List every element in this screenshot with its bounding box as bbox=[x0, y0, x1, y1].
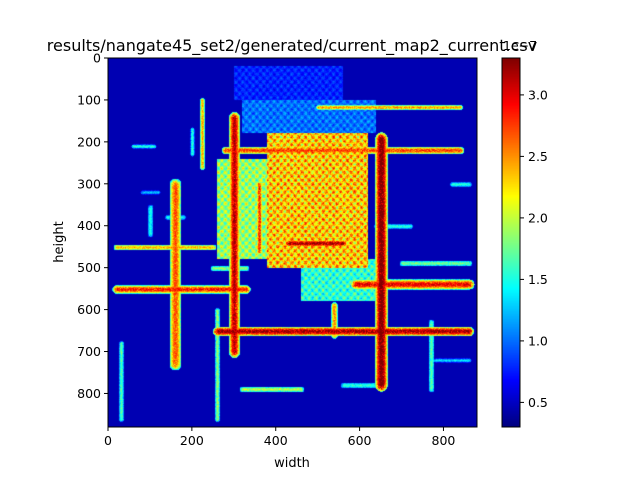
x-tick-label: 200 bbox=[180, 433, 204, 448]
colorbar-tick-label: 2.5 bbox=[528, 149, 548, 164]
x-axis-label: width bbox=[274, 456, 310, 471]
heatmap-image bbox=[108, 58, 477, 427]
y-axis: 0 100 200 300 400 500 600 700 800 bbox=[77, 51, 108, 401]
colorbar-tick-label: 1.5 bbox=[528, 272, 548, 287]
colorbar-frame bbox=[501, 57, 521, 428]
y-tick-label: 200 bbox=[77, 134, 101, 149]
colorbar: 0.5 1.0 1.5 2.0 2.5 3.0 1e−7 bbox=[501, 38, 548, 428]
y-tick-label: 800 bbox=[77, 386, 101, 401]
y-axis-label: height bbox=[52, 221, 67, 262]
y-tick-label: 100 bbox=[77, 92, 101, 107]
colorbar-tick-label: 0.5 bbox=[528, 395, 548, 410]
y-tick-label: 0 bbox=[93, 51, 101, 66]
x-axis: 0 200 400 600 800 bbox=[104, 427, 455, 448]
colorbar-offset-text: 1e−7 bbox=[503, 38, 537, 53]
y-tick-label: 400 bbox=[77, 218, 101, 233]
chart-title: results/nangate45_set2/generated/current… bbox=[47, 36, 537, 56]
y-tick-label: 500 bbox=[77, 260, 101, 275]
x-tick-label: 800 bbox=[432, 433, 456, 448]
x-tick-label: 400 bbox=[264, 433, 288, 448]
y-tick-label: 300 bbox=[77, 176, 101, 191]
colorbar-gradient bbox=[502, 58, 520, 427]
colorbar-tick-label: 2.0 bbox=[528, 210, 548, 225]
plot-frame bbox=[107, 57, 478, 428]
colorbar-tick-label: 1.0 bbox=[528, 333, 548, 348]
heatmap-area bbox=[107, 57, 478, 428]
x-tick-label: 600 bbox=[348, 433, 372, 448]
colorbar-ticks: 0.5 1.0 1.5 2.0 2.5 3.0 bbox=[520, 87, 548, 410]
x-tick-label: 0 bbox=[104, 433, 112, 448]
y-tick-label: 700 bbox=[77, 344, 101, 359]
y-tick-label: 600 bbox=[77, 302, 101, 317]
colorbar-tick-label: 3.0 bbox=[528, 87, 548, 102]
